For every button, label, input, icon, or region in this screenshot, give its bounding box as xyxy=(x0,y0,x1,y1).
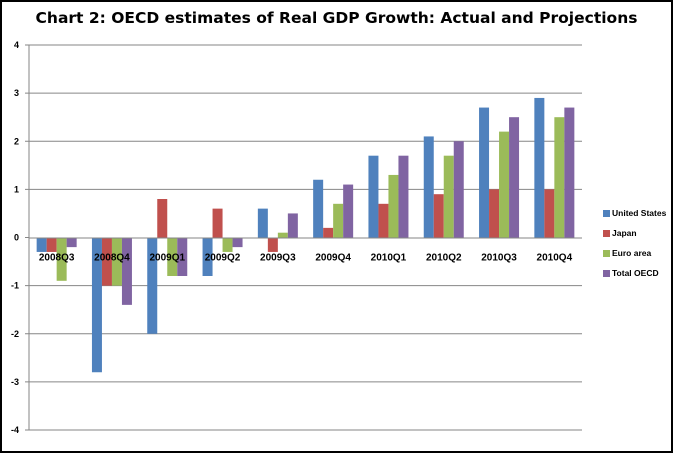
bar xyxy=(267,237,278,252)
bar xyxy=(509,117,520,238)
bar xyxy=(323,227,334,238)
x-category-label: 2008Q4 xyxy=(94,253,130,264)
bar xyxy=(36,237,47,252)
bar xyxy=(147,237,158,334)
bar xyxy=(121,237,132,305)
legend-label: Euro area xyxy=(612,248,651,258)
bar xyxy=(287,213,298,238)
y-tick-label: 0 xyxy=(14,233,19,243)
bar xyxy=(333,203,344,238)
bar xyxy=(257,208,268,238)
bar xyxy=(167,237,178,276)
y-tick-label: -3 xyxy=(11,377,19,387)
bar xyxy=(388,174,399,238)
x-category-label: 2009Q3 xyxy=(260,253,296,264)
bar xyxy=(433,194,444,238)
bar xyxy=(91,237,102,373)
bar xyxy=(479,107,490,238)
x-category-labels: 2008Q3 2008Q4 2009Q1 2009Q2 2009Q3 2009Q4 2010… xyxy=(39,253,573,264)
legend: United States Japan Euro area Total OECD xyxy=(603,208,667,278)
legend-swatch xyxy=(603,210,610,217)
x-category-label: 2009Q2 xyxy=(205,253,241,264)
y-tick-label: -4 xyxy=(11,425,19,435)
bar xyxy=(111,237,122,286)
x-category-label: 2009Q1 xyxy=(149,253,185,264)
y-tick-label: 3 xyxy=(14,88,19,98)
y-tick-labels: 4 3 2 1 0 -1 -2 -3 -4 xyxy=(11,40,19,435)
bar xyxy=(232,237,243,248)
bar xyxy=(534,97,545,238)
y-tick-label: 1 xyxy=(14,184,19,194)
x-category-label: 2010Q4 xyxy=(537,253,573,264)
x-category-label: 2008Q3 xyxy=(39,253,75,264)
bar xyxy=(443,155,454,238)
bar xyxy=(378,203,389,238)
bar xyxy=(66,237,77,248)
bar xyxy=(157,199,168,238)
x-category-label: 2009Q4 xyxy=(315,253,351,264)
bar xyxy=(423,136,434,238)
bars xyxy=(36,97,575,373)
legend-swatch xyxy=(603,230,610,237)
x-category-label: 2010Q1 xyxy=(371,253,407,264)
bar xyxy=(313,179,324,238)
bar xyxy=(56,237,67,281)
y-tick-label: 2 xyxy=(14,136,19,146)
bar xyxy=(177,237,188,276)
legend-label: Japan xyxy=(612,228,637,238)
x-category-label: 2010Q2 xyxy=(426,253,462,264)
legend-swatch xyxy=(603,250,610,257)
bar xyxy=(368,155,379,238)
bar xyxy=(554,117,565,238)
y-tick-label: -2 xyxy=(11,329,19,339)
bar xyxy=(453,141,464,238)
x-category-label: 2010Q3 xyxy=(481,253,517,264)
bar xyxy=(499,131,510,238)
bar xyxy=(212,208,223,238)
bar xyxy=(398,155,409,238)
legend-label: Total OECD xyxy=(612,268,659,278)
legend-label: United States xyxy=(612,208,667,218)
bar xyxy=(564,107,575,238)
bar xyxy=(277,232,288,238)
bar xyxy=(46,237,57,252)
y-tick-label: -1 xyxy=(11,281,19,291)
bar xyxy=(343,184,354,238)
chart-title: Chart 2: OECD estimates of Real GDP Grow… xyxy=(35,9,638,27)
bar xyxy=(101,237,112,286)
bar xyxy=(489,189,500,238)
y-tick-label: 4 xyxy=(14,40,19,50)
bar xyxy=(202,237,213,276)
bar xyxy=(544,189,555,238)
legend-swatch xyxy=(603,270,610,277)
bar xyxy=(222,237,233,252)
